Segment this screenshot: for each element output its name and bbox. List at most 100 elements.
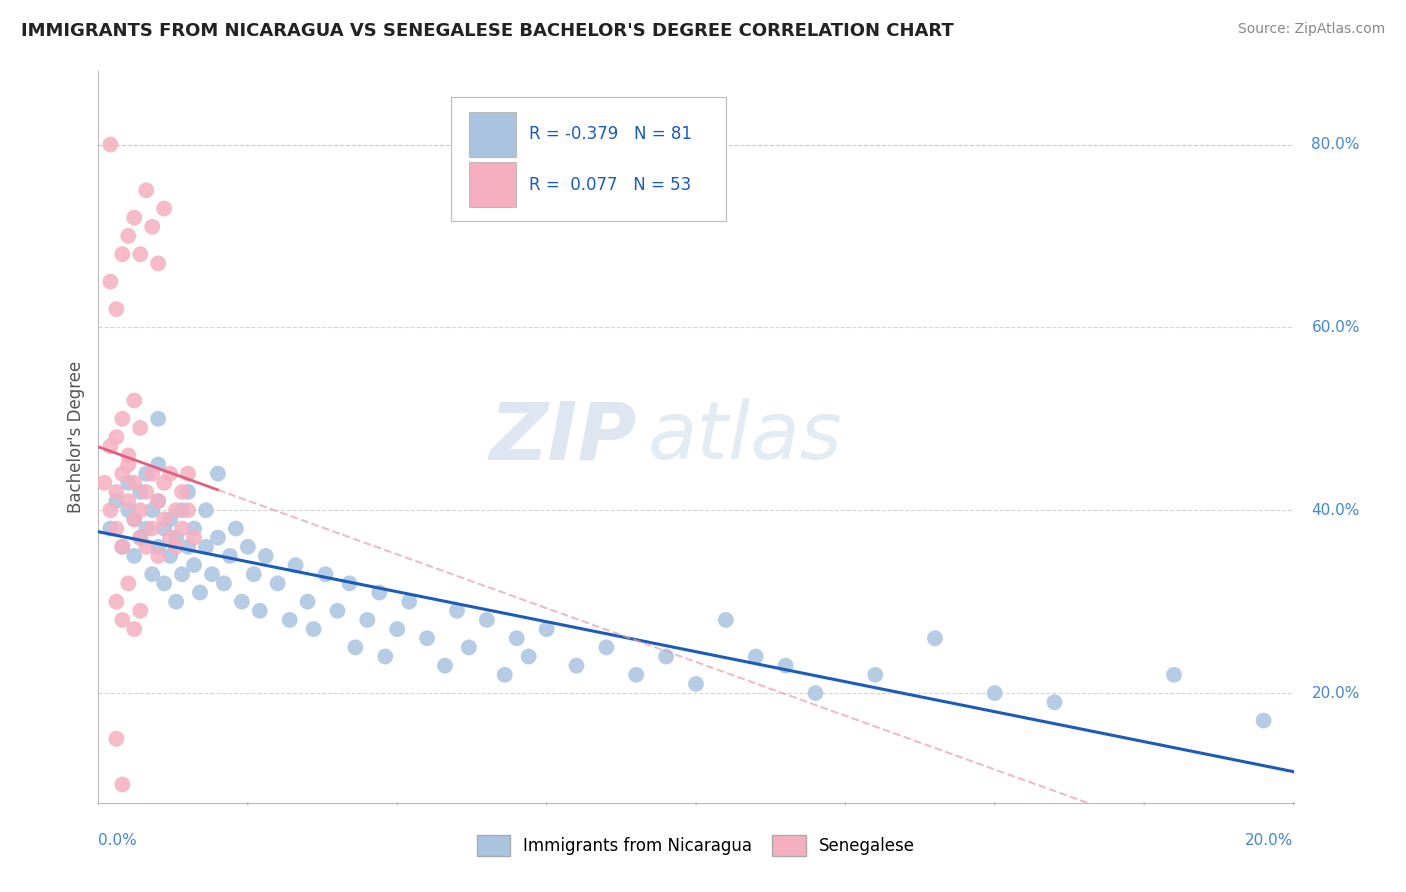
Point xyxy=(225,521,247,535)
Point xyxy=(236,540,259,554)
Legend: Immigrants from Nicaragua, Senegalese: Immigrants from Nicaragua, Senegalese xyxy=(468,827,924,864)
Point xyxy=(984,686,1007,700)
Point xyxy=(924,632,946,646)
Point xyxy=(207,531,229,545)
Point xyxy=(398,594,420,608)
Point xyxy=(177,503,200,517)
Point xyxy=(356,613,378,627)
Point xyxy=(804,686,827,700)
Y-axis label: Bachelor's Degree: Bachelor's Degree xyxy=(66,361,84,513)
Point xyxy=(111,467,134,481)
Point xyxy=(105,494,128,508)
Point xyxy=(565,658,588,673)
Point xyxy=(201,567,224,582)
Text: IMMIGRANTS FROM NICARAGUA VS SENEGALESE BACHELOR'S DEGREE CORRELATION CHART: IMMIGRANTS FROM NICARAGUA VS SENEGALESE … xyxy=(21,22,953,40)
Point xyxy=(98,275,122,289)
Point xyxy=(105,594,128,608)
Point xyxy=(165,531,187,545)
Point xyxy=(124,393,146,408)
Point xyxy=(135,540,157,554)
Point xyxy=(374,649,396,664)
Point xyxy=(129,247,152,261)
Point xyxy=(159,467,181,481)
Point xyxy=(153,202,176,216)
Point xyxy=(517,649,540,664)
Point xyxy=(117,448,139,462)
Point xyxy=(135,467,157,481)
Point xyxy=(93,475,115,490)
Point xyxy=(105,521,128,535)
Point xyxy=(172,567,194,582)
Point xyxy=(117,475,139,490)
Point xyxy=(105,731,128,746)
Text: 20.0%: 20.0% xyxy=(1312,686,1360,700)
Point xyxy=(124,512,146,526)
Point xyxy=(207,467,229,481)
Point xyxy=(148,412,170,426)
Point xyxy=(117,229,139,244)
Point xyxy=(775,658,797,673)
Text: ZIP: ZIP xyxy=(489,398,637,476)
Point xyxy=(172,521,194,535)
Point xyxy=(177,485,200,500)
Point xyxy=(595,640,617,655)
Point xyxy=(98,137,122,152)
Point xyxy=(135,485,157,500)
Point xyxy=(105,302,128,317)
Point xyxy=(153,475,176,490)
Point xyxy=(124,475,146,490)
Point xyxy=(183,531,205,545)
Point xyxy=(124,622,146,636)
Point xyxy=(111,540,134,554)
Point xyxy=(111,412,134,426)
Point xyxy=(655,649,678,664)
Point xyxy=(165,540,187,554)
Point xyxy=(141,503,163,517)
Point xyxy=(745,649,768,664)
Point xyxy=(129,531,152,545)
Point xyxy=(135,521,157,535)
Point xyxy=(129,531,152,545)
Point xyxy=(231,594,253,608)
Point xyxy=(148,549,170,563)
Point xyxy=(148,540,170,554)
Point xyxy=(302,622,325,636)
Point xyxy=(141,467,163,481)
Text: Source: ZipAtlas.com: Source: ZipAtlas.com xyxy=(1237,22,1385,37)
Point xyxy=(159,512,181,526)
Point xyxy=(129,421,152,435)
Point xyxy=(446,604,468,618)
Point xyxy=(159,549,181,563)
Point xyxy=(117,503,139,517)
Point xyxy=(212,576,235,591)
Point xyxy=(685,677,707,691)
Point xyxy=(278,613,301,627)
Point xyxy=(111,613,134,627)
Point xyxy=(159,531,181,545)
Text: 0.0%: 0.0% xyxy=(98,833,138,848)
Point xyxy=(254,549,277,563)
Point xyxy=(385,622,409,636)
Text: 80.0%: 80.0% xyxy=(1312,137,1360,152)
Point xyxy=(458,640,481,655)
Point xyxy=(243,567,266,582)
Point xyxy=(1163,667,1185,681)
Point xyxy=(105,485,128,500)
Point xyxy=(188,585,211,599)
Point xyxy=(1043,695,1066,709)
Text: 60.0%: 60.0% xyxy=(1312,320,1360,334)
Point xyxy=(475,613,498,627)
Point xyxy=(626,667,648,681)
Point xyxy=(117,494,139,508)
Point xyxy=(141,521,163,535)
Point xyxy=(148,494,170,508)
Point xyxy=(124,512,146,526)
Point xyxy=(111,247,134,261)
Point xyxy=(249,604,271,618)
Point xyxy=(416,632,439,646)
Point xyxy=(124,549,146,563)
Point xyxy=(177,540,200,554)
Text: atlas: atlas xyxy=(648,398,844,476)
Point xyxy=(326,604,349,618)
Point xyxy=(98,503,122,517)
